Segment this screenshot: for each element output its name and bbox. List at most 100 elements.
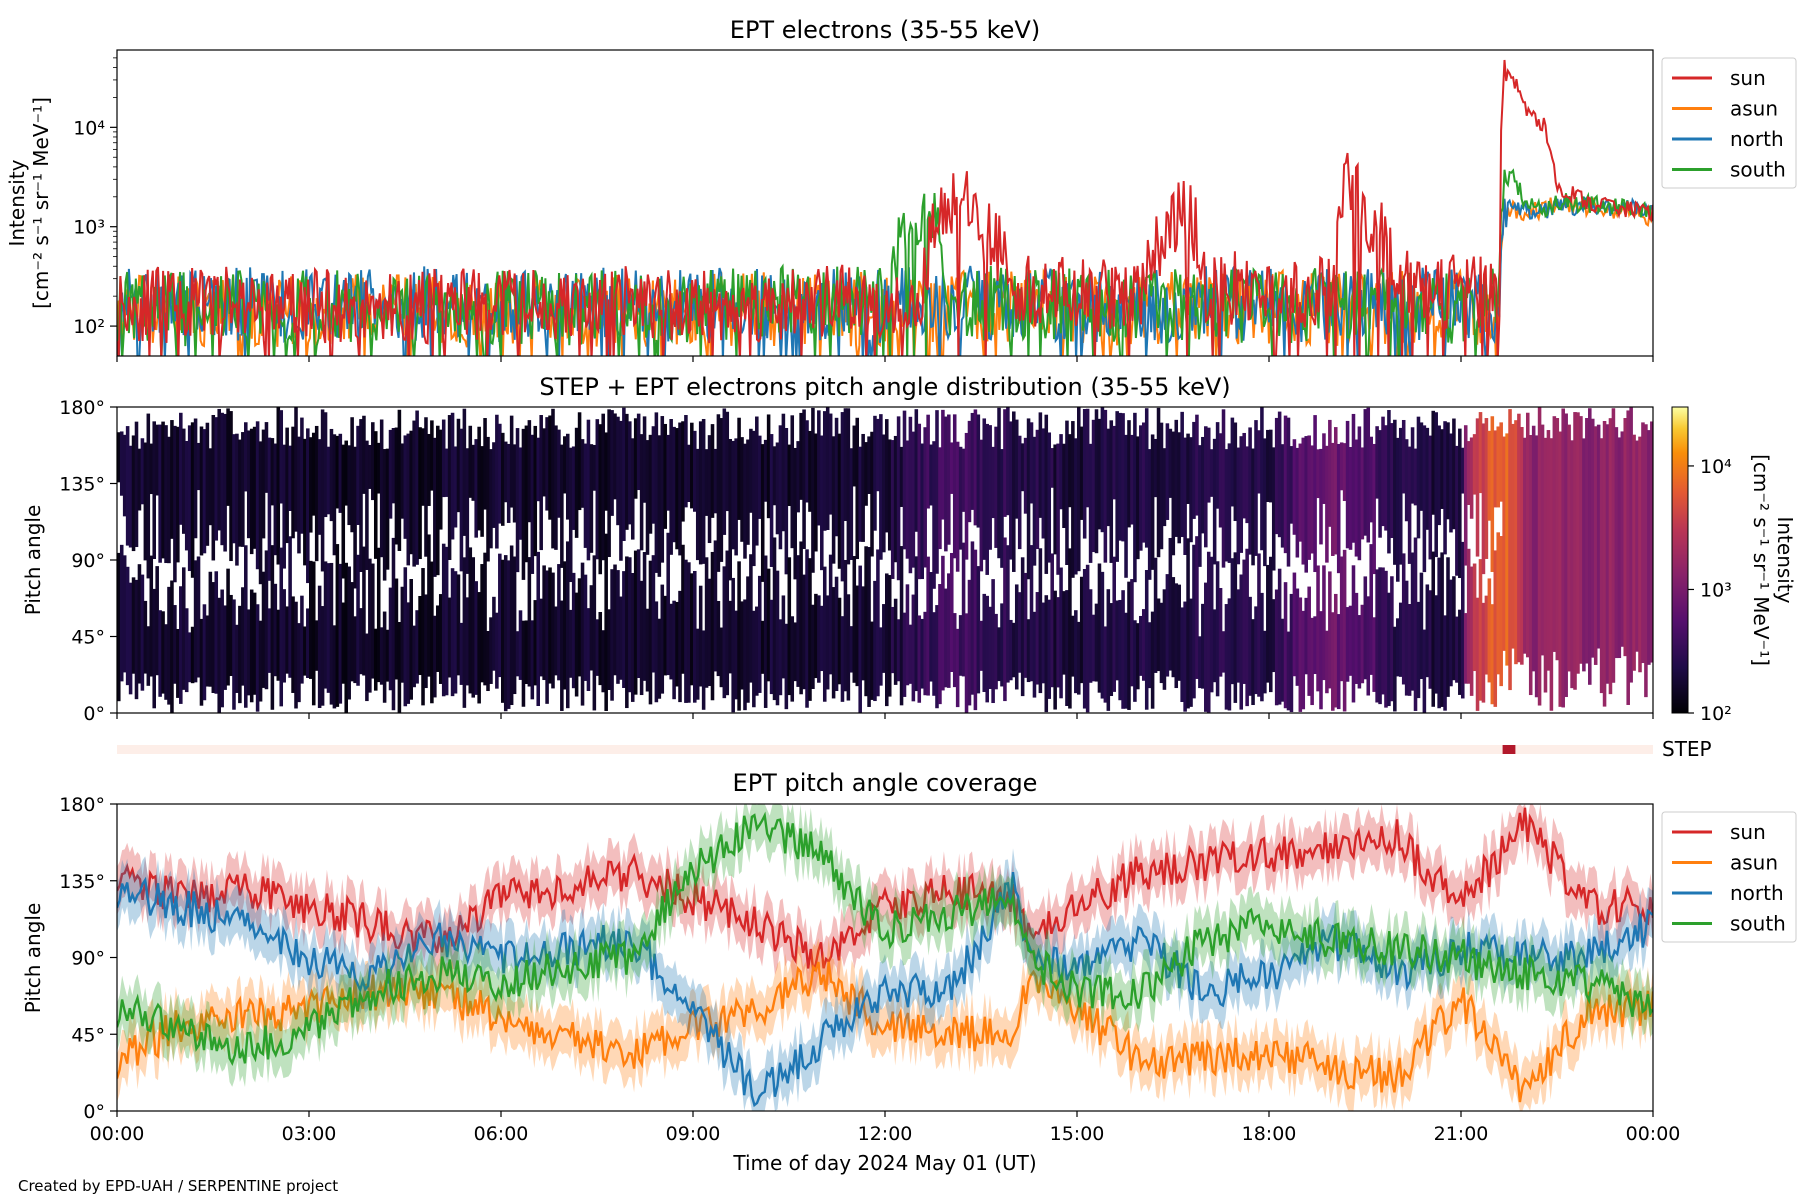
heatmap-column-upper bbox=[1325, 445, 1329, 563]
heatmap-column-lower bbox=[406, 602, 411, 704]
heatmap-column-upper bbox=[820, 435, 824, 571]
heatmap-column-upper bbox=[1313, 415, 1317, 573]
heatmap-column-lower bbox=[1091, 614, 1096, 682]
heatmap-column-upper bbox=[1183, 437, 1187, 555]
heatmap-column-lower bbox=[1221, 631, 1226, 673]
heatmap-column-lower bbox=[205, 615, 210, 687]
heatmap-column-lower bbox=[261, 571, 266, 688]
heatmap-column-upper bbox=[858, 446, 862, 542]
heatmap-column-lower bbox=[140, 574, 145, 691]
heatmap-column-lower bbox=[1071, 615, 1075, 677]
heatmap-column-upper bbox=[1159, 422, 1164, 550]
heatmap-column bbox=[1626, 410, 1630, 705]
heatmap-column-upper bbox=[1443, 421, 1447, 555]
heatmap-column-upper bbox=[270, 438, 275, 506]
heatmap-column-lower bbox=[353, 616, 357, 684]
heatmap-column-upper bbox=[746, 439, 750, 545]
heatmap-column-upper bbox=[716, 414, 721, 572]
heatmap-column-lower bbox=[1475, 597, 1480, 711]
heatmap-column-upper bbox=[276, 407, 281, 565]
heatmap-column-lower bbox=[1499, 536, 1503, 687]
heatmap-column-upper bbox=[896, 416, 901, 581]
heatmap-column-lower bbox=[220, 589, 224, 708]
heatmap-column-upper bbox=[589, 444, 594, 553]
heatmap-column-upper bbox=[1475, 418, 1480, 557]
heatmap-column-lower bbox=[554, 606, 558, 676]
heatmap-column-upper bbox=[1127, 420, 1131, 528]
heatmap-column-lower bbox=[849, 626, 854, 673]
heatmap-column-upper bbox=[187, 425, 192, 572]
heatmap-column-upper bbox=[309, 437, 313, 533]
heatmap-column-lower bbox=[560, 600, 564, 711]
heatmap-column-lower bbox=[359, 608, 363, 675]
heatmap-column-upper bbox=[326, 446, 331, 515]
heatmap-column-lower bbox=[1127, 581, 1131, 710]
heatmap-column-lower bbox=[1094, 603, 1099, 682]
heatmap-column-upper bbox=[456, 418, 461, 513]
heatmap-column-upper bbox=[1103, 409, 1108, 563]
heatmap-column-lower bbox=[583, 574, 588, 681]
heatmap-column-upper bbox=[128, 445, 133, 548]
y-tick-label: 0° bbox=[83, 1101, 105, 1123]
heatmap-column-upper bbox=[669, 419, 673, 555]
heatmap-column-upper bbox=[149, 443, 154, 495]
heatmap-column-lower bbox=[994, 613, 998, 690]
heatmap-column-upper bbox=[119, 431, 124, 496]
heatmap-column-upper bbox=[1023, 437, 1028, 514]
heatmap-column-lower bbox=[663, 595, 668, 676]
heatmap-column-lower bbox=[1038, 548, 1043, 694]
heatmap-column-lower bbox=[935, 605, 939, 709]
heatmap-column-lower bbox=[161, 611, 165, 694]
heatmap-column-upper bbox=[828, 413, 833, 515]
heatmap-column-upper bbox=[1133, 412, 1137, 583]
heatmap-column bbox=[1573, 412, 1577, 690]
heatmap-column-upper bbox=[885, 419, 889, 533]
heatmap-column-lower bbox=[1375, 569, 1379, 703]
heatmap-column-upper bbox=[586, 419, 591, 561]
heatmap-column-upper bbox=[799, 412, 803, 500]
x-tick-label: 21:00 bbox=[1434, 1123, 1489, 1145]
y-tick-label: 180° bbox=[59, 794, 105, 816]
heatmap-column-upper bbox=[852, 425, 857, 487]
heatmap-column-lower bbox=[1215, 561, 1220, 697]
heatmap-column-upper bbox=[226, 408, 230, 506]
heatmap-column-lower bbox=[982, 593, 987, 692]
heatmap-column-lower bbox=[707, 578, 712, 687]
x-tick-label: 12:00 bbox=[858, 1123, 913, 1145]
heatmap-column-lower bbox=[199, 618, 204, 706]
heatmap-column-upper bbox=[214, 417, 219, 541]
heatmap-column-upper bbox=[1260, 407, 1264, 551]
heatmap-column-lower bbox=[811, 604, 815, 689]
heatmap-column-lower bbox=[1062, 591, 1066, 675]
heatmap-column-lower bbox=[1180, 607, 1184, 702]
heatmap-column-lower bbox=[607, 609, 611, 691]
heatmap-column-upper bbox=[314, 425, 319, 562]
heatmap-column-lower bbox=[131, 577, 136, 674]
heatmap-column-lower bbox=[805, 549, 809, 708]
heatmap-column-upper bbox=[1481, 423, 1486, 575]
heatmap-column-lower bbox=[752, 610, 756, 708]
heatmap-column-lower bbox=[1348, 605, 1353, 676]
heatmap-column-upper bbox=[814, 433, 818, 552]
heatmap-column-upper bbox=[155, 424, 159, 496]
heatmap-column-upper bbox=[515, 428, 520, 573]
sun-legend-label: sun bbox=[1730, 66, 1766, 90]
sun-intensity-line bbox=[117, 59, 1653, 356]
heatmap-column-lower bbox=[1419, 572, 1424, 680]
heatmap-column-lower bbox=[979, 620, 984, 671]
heatmap-column-lower bbox=[1466, 548, 1471, 684]
heatmap-column-upper bbox=[867, 436, 871, 494]
south-intensity-line bbox=[117, 168, 1653, 356]
heatmap-column-lower bbox=[1206, 551, 1211, 713]
heatmap-column-lower bbox=[654, 601, 659, 703]
heatmap-column-upper bbox=[633, 418, 638, 499]
heatmap-column-upper bbox=[749, 428, 753, 513]
heatmap-column-lower bbox=[1416, 601, 1421, 699]
heatmap-column-lower bbox=[412, 625, 416, 688]
heatmap-column-lower bbox=[973, 549, 978, 711]
heatmap-column-upper bbox=[574, 427, 579, 538]
heatmap-column-lower bbox=[1292, 572, 1297, 677]
heatmap-column-upper bbox=[164, 425, 168, 564]
heatmap-column-lower bbox=[468, 547, 473, 694]
heatmap-column-upper bbox=[539, 415, 543, 551]
